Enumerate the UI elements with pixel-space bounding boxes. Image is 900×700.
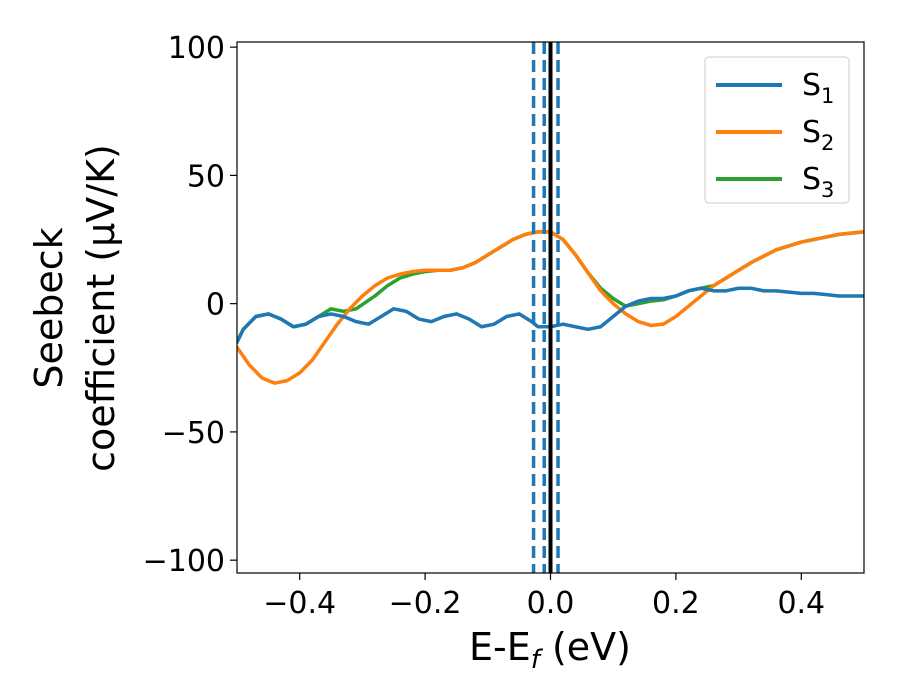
- x-tick-label: 0.0: [527, 586, 575, 621]
- series-line-s1: [237, 286, 864, 344]
- y-tick-label: −50: [162, 416, 225, 451]
- legend-label-s3: S3: [802, 162, 834, 202]
- legend-label-s1: S1: [802, 68, 834, 108]
- y-axis-label: Seebeck coefficient (μV/K): [27, 144, 123, 472]
- x-axis-label: E-Ef (eV): [469, 625, 631, 675]
- y-axis-label-line1: Seebeck: [27, 227, 71, 388]
- y-tick-label: 0: [206, 288, 225, 323]
- y-tick-label: 50: [187, 159, 225, 194]
- y-axis: −100 −50 0 50 100: [143, 31, 237, 579]
- y-axis-label-line2: coefficient (μV/K): [79, 144, 123, 472]
- legend: S1 S2 S3: [704, 56, 850, 204]
- legend-label-s2: S2: [802, 115, 834, 155]
- y-tick-label: −100: [143, 544, 225, 579]
- x-axis: −0.4 −0.2 0.0 0.2 0.4: [263, 573, 825, 621]
- vline-layer: [531, 42, 560, 573]
- y-tick-label: 100: [168, 31, 225, 66]
- x-tick-label: 0.4: [777, 586, 825, 621]
- x-axis-label-main: E-E: [469, 625, 531, 669]
- x-tick-label: −0.4: [263, 586, 336, 621]
- x-axis-label-tail: (eV): [540, 625, 631, 669]
- x-tick-label: −0.2: [389, 586, 462, 621]
- x-tick-label: 0.2: [652, 586, 700, 621]
